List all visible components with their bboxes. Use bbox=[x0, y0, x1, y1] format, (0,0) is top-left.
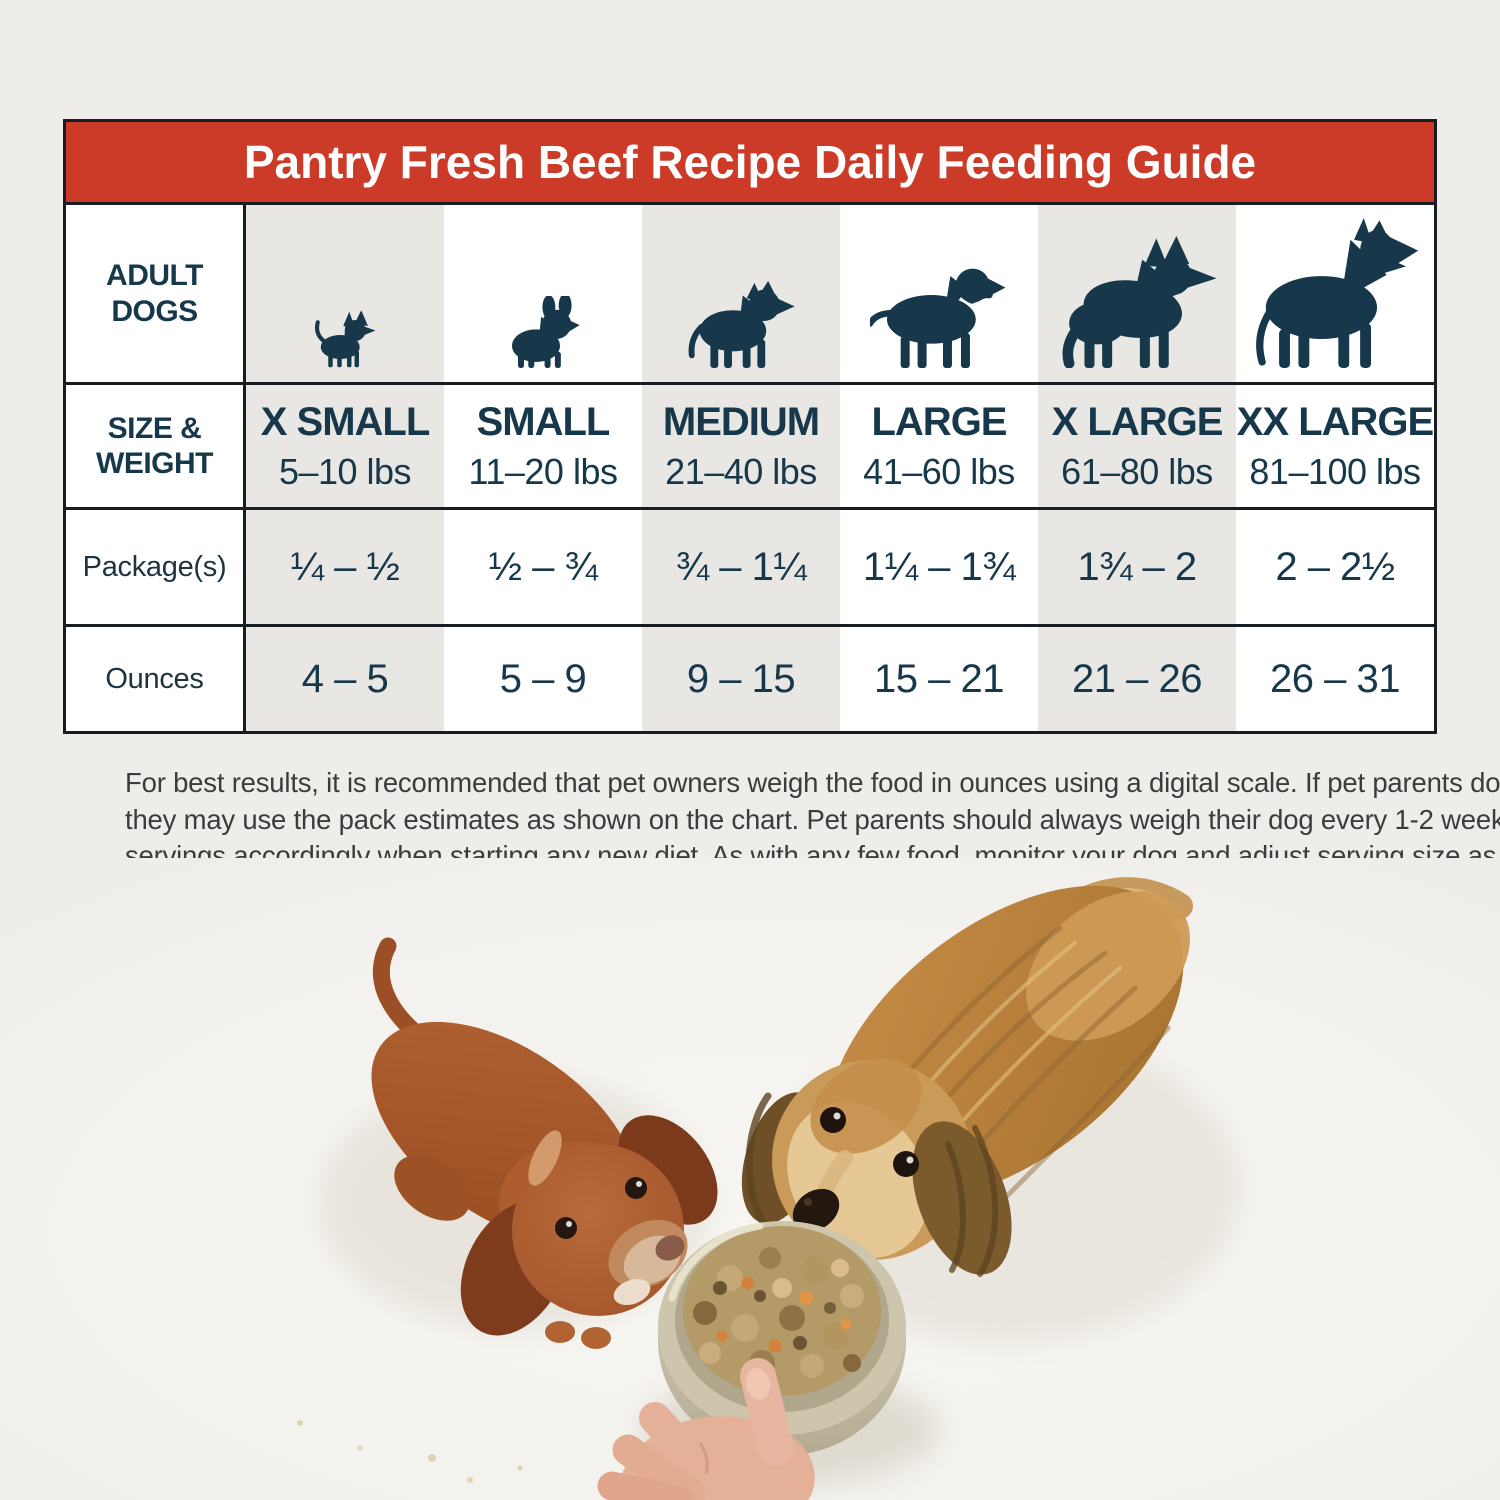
chihuahua-icon bbox=[314, 310, 375, 368]
feeding-guide-table: Pantry Fresh Beef Recipe Daily Feeding G… bbox=[63, 119, 1437, 734]
size-name: XX LARGE bbox=[1236, 399, 1434, 444]
cell-medium-icon bbox=[642, 205, 840, 382]
right-dog-eye bbox=[893, 1151, 919, 1177]
cell-xlarge-icon bbox=[1038, 205, 1236, 382]
photo-dog-longhaired-dachshund bbox=[741, 877, 1193, 1277]
cell-xxlarge-ounces: 26 – 31 bbox=[1236, 627, 1434, 731]
food-texture bbox=[693, 1247, 864, 1378]
left-dog-eye bbox=[555, 1217, 577, 1239]
dogs-photo bbox=[0, 858, 1500, 1500]
size-name: X LARGE bbox=[1051, 399, 1224, 444]
right-dog-eye bbox=[820, 1107, 846, 1133]
labrador-icon bbox=[870, 268, 1006, 368]
left-dog-eye bbox=[625, 1177, 647, 1199]
german-shepherd-icon bbox=[1062, 236, 1216, 368]
cell-xsmall-packages: ¼ – ½ bbox=[246, 510, 444, 624]
size-weight: 5–10 lbs bbox=[278, 450, 412, 492]
row-label-size-weight: SIZE & WEIGHT bbox=[66, 385, 246, 507]
size-name: MEDIUM bbox=[662, 399, 820, 444]
size-weight: 41–60 lbs bbox=[863, 450, 1015, 492]
cell-xsmall-ounces: 4 – 5 bbox=[246, 627, 444, 731]
cell-medium-packages: ¾ – 1¼ bbox=[642, 510, 840, 624]
row-adult-dogs: ADULT DOGS bbox=[66, 205, 1434, 382]
hand bbox=[597, 1358, 815, 1500]
great-dane-icon bbox=[1256, 218, 1419, 368]
size-weight: 61–80 lbs bbox=[1061, 450, 1213, 492]
photo-dog-smooth-dachshund bbox=[371, 937, 718, 1349]
size-weight: 21–40 lbs bbox=[665, 450, 817, 492]
cell-small-size: SMALL 11–20 lbs bbox=[444, 385, 642, 507]
row-ounces: Ounces 4 – 5 5 – 9 9 – 15 15 – 21 21 – 2… bbox=[66, 624, 1434, 731]
row-label-adult-dogs: ADULT DOGS bbox=[66, 205, 246, 382]
cell-xlarge-size: X LARGE 61–80 lbs bbox=[1038, 385, 1236, 507]
cell-large-size: LARGE 41–60 lbs bbox=[840, 385, 1038, 507]
cell-xlarge-packages: 1¾ – 2 bbox=[1038, 510, 1236, 624]
guide-title: Pantry Fresh Beef Recipe Daily Feeding G… bbox=[66, 122, 1434, 205]
pit-bull-icon bbox=[688, 280, 795, 368]
cell-medium-ounces: 9 – 15 bbox=[642, 627, 840, 731]
cell-xsmall-icon bbox=[246, 205, 444, 382]
cell-xsmall-size: X SMALL 5–10 lbs bbox=[246, 385, 444, 507]
left-dog-nose bbox=[655, 1235, 685, 1261]
size-name: LARGE bbox=[871, 399, 1007, 444]
size-weight: 11–20 lbs bbox=[468, 450, 618, 492]
cell-small-ounces: 5 – 9 bbox=[444, 627, 642, 731]
cell-xxlarge-packages: 2 – 2½ bbox=[1236, 510, 1434, 624]
french-bulldog-icon bbox=[512, 296, 580, 368]
cell-xxlarge-size: XX LARGE 81–100 lbs bbox=[1236, 385, 1434, 507]
row-label-packages: Package(s) bbox=[66, 510, 246, 624]
cell-medium-size: MEDIUM 21–40 lbs bbox=[642, 385, 840, 507]
cell-large-ounces: 15 – 21 bbox=[840, 627, 1038, 731]
row-label-ounces: Ounces bbox=[66, 627, 246, 731]
size-weight: 81–100 lbs bbox=[1249, 450, 1421, 492]
thumbnail bbox=[745, 1368, 771, 1400]
floor-crumbs bbox=[297, 1420, 523, 1483]
cell-small-icon bbox=[444, 205, 642, 382]
footnote-line-2: they may use the pack estimates as shown… bbox=[125, 803, 1500, 835]
row-size-weight: SIZE & WEIGHT X SMALL 5–10 lbs SMALL 11–… bbox=[66, 382, 1434, 507]
food-bowl bbox=[640, 1221, 940, 1485]
footnote-line-1: For best results, it is recommended that… bbox=[125, 767, 1500, 798]
right-dog-nose bbox=[792, 1188, 840, 1232]
cell-small-packages: ½ – ¾ bbox=[444, 510, 642, 624]
size-name: SMALL bbox=[476, 399, 611, 444]
size-name: X SMALL bbox=[260, 399, 431, 444]
cell-xlarge-ounces: 21 – 26 bbox=[1038, 627, 1236, 731]
row-packages: Package(s) ¼ – ½ ½ – ¾ ¾ – 1¼ 1¼ – 1¾ 1¾… bbox=[66, 507, 1434, 624]
cell-large-packages: 1¼ – 1¾ bbox=[840, 510, 1038, 624]
cell-large-icon bbox=[840, 205, 1038, 382]
cell-xxlarge-icon bbox=[1236, 205, 1434, 382]
